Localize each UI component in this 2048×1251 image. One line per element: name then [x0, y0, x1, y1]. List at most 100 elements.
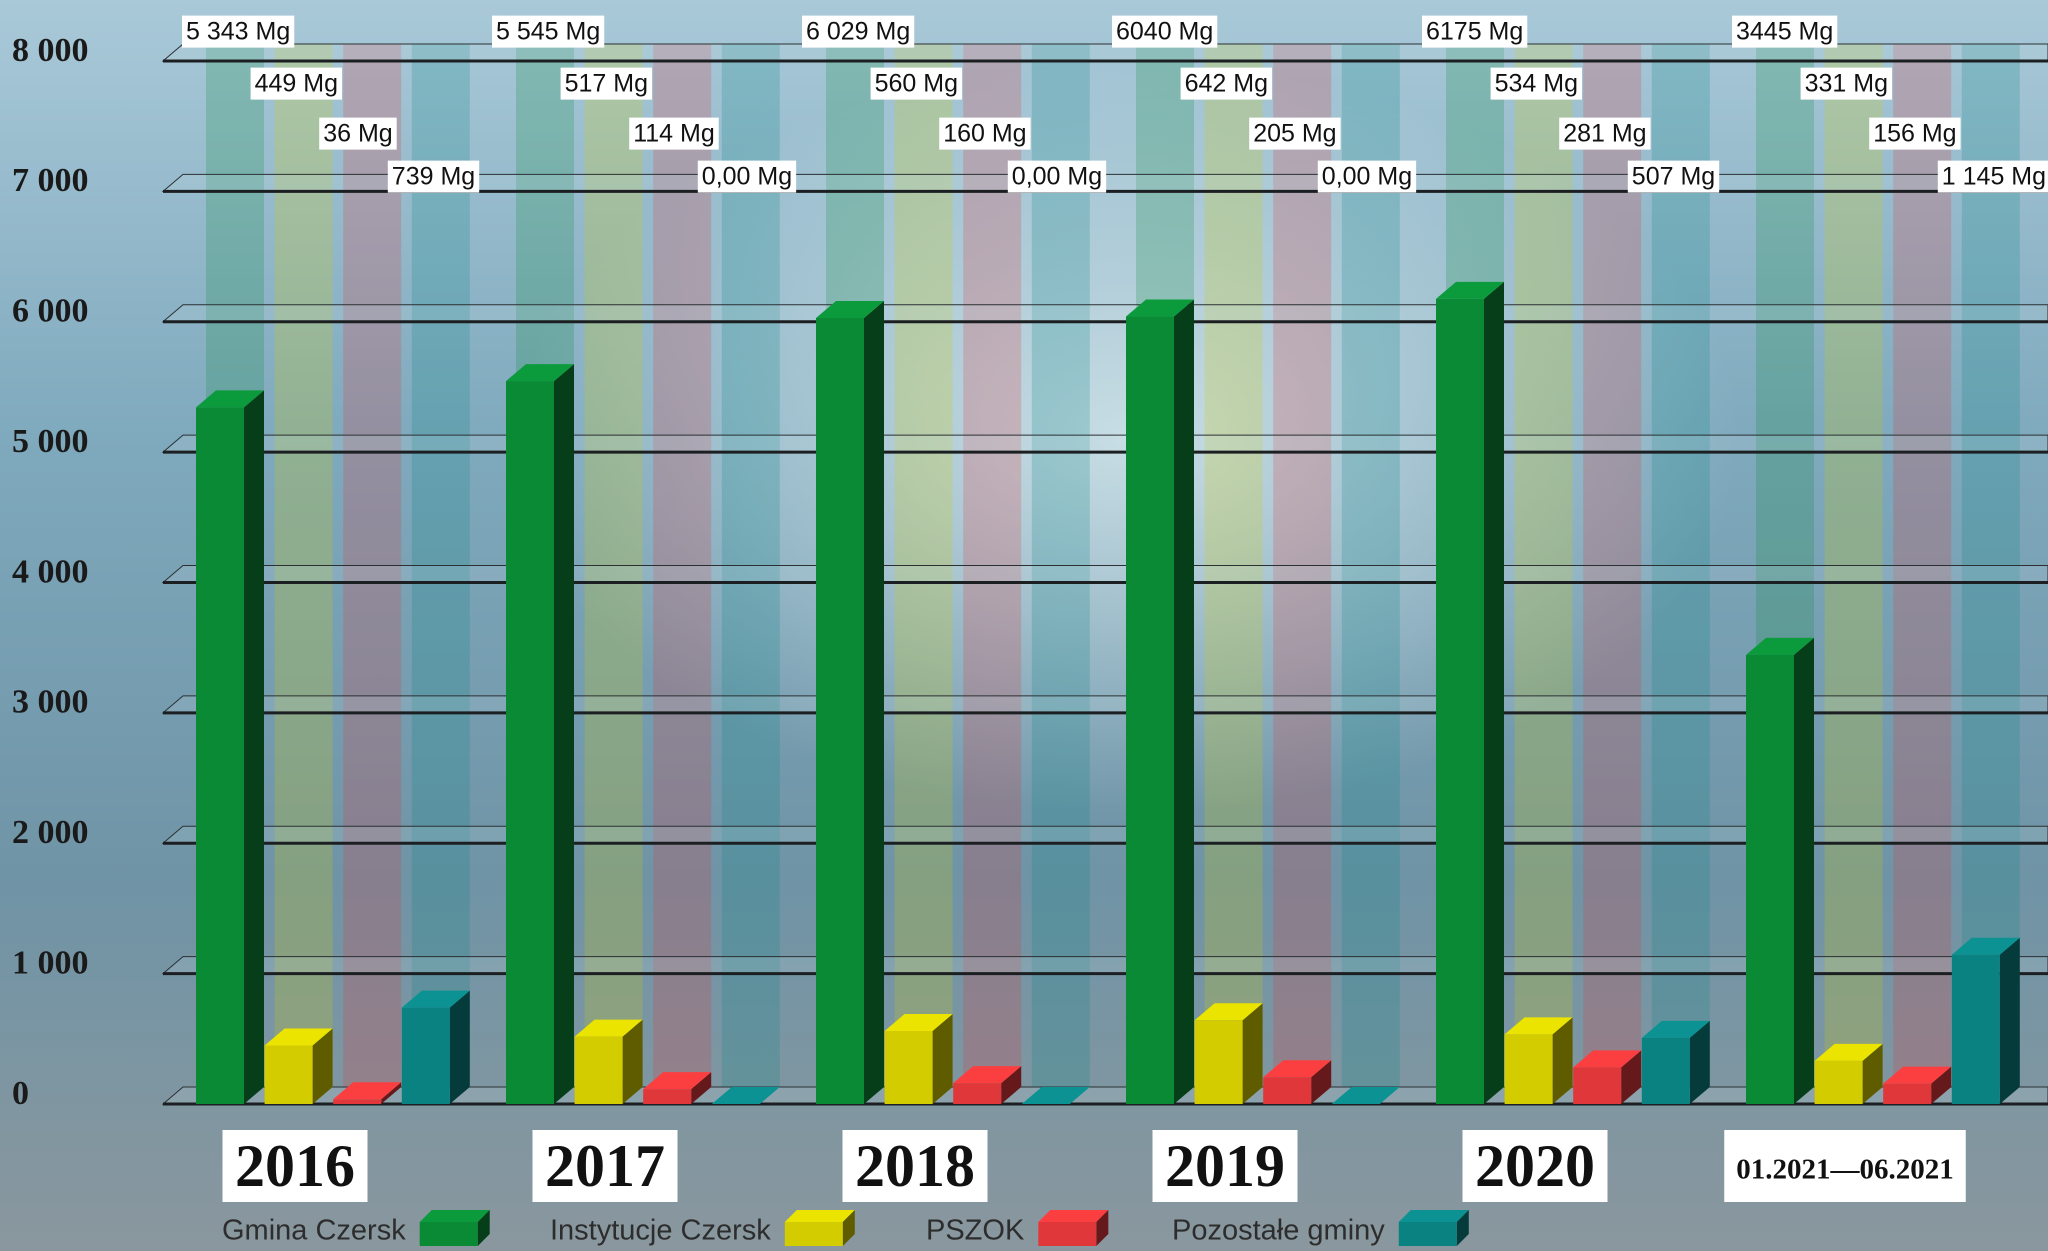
value-label: 0,00 Mg: [702, 163, 792, 191]
grid-plane: [163, 435, 2048, 452]
value-label: 114 Mg: [633, 120, 715, 148]
value-label: 281 Mg: [1563, 120, 1646, 148]
value-label: 517 Mg: [565, 70, 648, 98]
bar: [575, 1037, 623, 1104]
value-label-group: 6040 Mg: [1112, 16, 1217, 48]
value-label-group: 534 Mg: [1491, 68, 1582, 100]
y-tick-label: 4 000: [12, 553, 89, 590]
legend-label: Pozostałe gminy: [1172, 1215, 1385, 1247]
value-label: 642 Mg: [1185, 70, 1268, 98]
value-label-group: 0,00 Mg: [698, 161, 796, 193]
y-tick-label: 0: [12, 1075, 29, 1112]
bar: [885, 1031, 933, 1104]
value-label-group: 281 Mg: [1559, 118, 1650, 150]
value-label-group: 114 Mg: [629, 118, 719, 150]
value-label: 6040 Mg: [1116, 18, 1213, 46]
legend-swatch: [420, 1222, 478, 1246]
bar: [1263, 1077, 1311, 1104]
bar-side: [1174, 300, 1194, 1104]
value-label: 5 343 Mg: [186, 18, 290, 46]
legend-swatch-top: [420, 1210, 490, 1222]
grid-plane: [163, 305, 2048, 322]
value-label-group: 739 Mg: [388, 161, 479, 193]
value-label: 3445 Mg: [1736, 18, 1833, 46]
chart: 01 0002 0003 0004 0005 0006 0007 0008 00…: [0, 0, 2048, 1251]
value-label: 6175 Mg: [1426, 18, 1523, 46]
bar: [1573, 1067, 1621, 1104]
value-label-group: 0,00 Mg: [1318, 161, 1416, 193]
value-label-group: 36 Mg: [319, 118, 396, 150]
value-label: 534 Mg: [1495, 70, 1578, 98]
value-label-group: 642 Mg: [1181, 68, 1272, 100]
y-tick-label: 2 000: [12, 814, 89, 851]
bar-side: [450, 991, 470, 1104]
value-label-group: 517 Mg: [561, 68, 652, 100]
value-label-group: 205 Mg: [1249, 118, 1340, 150]
category-label-group: 2020: [1463, 1130, 1608, 1202]
bar: [506, 381, 554, 1104]
y-tick-label: 6 000: [12, 293, 89, 330]
category-label-group: 2019: [1153, 1130, 1298, 1202]
bar-side: [2000, 938, 2020, 1104]
value-label-group: 6175 Mg: [1422, 16, 1527, 48]
y-tick-label: 8 000: [12, 32, 89, 69]
y-tick-label: 7 000: [12, 162, 89, 199]
bar: [1436, 299, 1484, 1104]
x-tick-label: 2017: [545, 1133, 665, 1199]
value-label: 0,00 Mg: [1322, 163, 1412, 191]
value-label: 331 Mg: [1805, 70, 1888, 98]
value-label-group: 449 Mg: [251, 68, 342, 100]
legend-swatch: [1399, 1222, 1457, 1246]
bar: [1883, 1084, 1931, 1104]
value-label-group: 507 Mg: [1628, 161, 1719, 193]
bar: [1505, 1034, 1553, 1104]
bar-side: [554, 364, 574, 1104]
x-tick-label: 2019: [1165, 1133, 1285, 1199]
legend-swatch: [785, 1222, 843, 1246]
legend-swatch-top: [1399, 1210, 1469, 1222]
bar: [1195, 1020, 1243, 1104]
value-label: 5 545 Mg: [496, 18, 600, 46]
value-label: 739 Mg: [392, 163, 475, 191]
legend-swatch-top: [785, 1210, 855, 1222]
bar-side: [864, 301, 884, 1104]
category-label-group: 2018: [843, 1130, 988, 1202]
category-label-group: 2016: [223, 1130, 368, 1202]
value-label-group: 156 Mg: [1869, 118, 1960, 150]
value-label: 507 Mg: [1632, 163, 1715, 191]
x-tick-label: 01.2021—06.2021: [1736, 1154, 1954, 1186]
legend-swatch-top: [1038, 1210, 1108, 1222]
legend-label: Instytucje Czersk: [550, 1215, 771, 1247]
bar: [643, 1089, 691, 1104]
bar: [953, 1083, 1001, 1104]
category-label-group: 2017: [533, 1130, 678, 1202]
value-label: 449 Mg: [255, 70, 338, 98]
value-label-group: 5 343 Mg: [182, 16, 294, 48]
value-label: 36 Mg: [323, 120, 392, 148]
x-tick-label: 2016: [235, 1133, 355, 1199]
legend-label: PSZOK: [926, 1215, 1025, 1247]
bar: [265, 1045, 313, 1104]
bar-side: [1794, 638, 1814, 1104]
bar-side: [1484, 282, 1504, 1104]
bar: [1815, 1061, 1863, 1104]
bar: [1746, 655, 1794, 1104]
x-tick-label: 2018: [855, 1133, 975, 1199]
bar: [402, 1008, 450, 1104]
grid-plane: [163, 566, 2048, 583]
bar: [1126, 317, 1174, 1104]
value-label-group: 3445 Mg: [1732, 16, 1837, 48]
bar: [333, 1099, 381, 1104]
value-label: 1 145 Mg: [1942, 163, 2046, 191]
bar: [1952, 955, 2000, 1104]
value-label-group: 6 029 Mg: [802, 16, 914, 48]
x-tick-label: 2020: [1475, 1133, 1595, 1199]
legend-swatch: [1038, 1222, 1096, 1246]
bar: [1642, 1038, 1690, 1104]
legend-label: Gmina Czersk: [222, 1215, 406, 1247]
y-tick-label: 5 000: [12, 423, 89, 460]
value-label: 156 Mg: [1873, 120, 1956, 148]
bar: [816, 318, 864, 1104]
value-label: 160 Mg: [943, 120, 1026, 148]
value-label-group: 160 Mg: [939, 118, 1030, 150]
